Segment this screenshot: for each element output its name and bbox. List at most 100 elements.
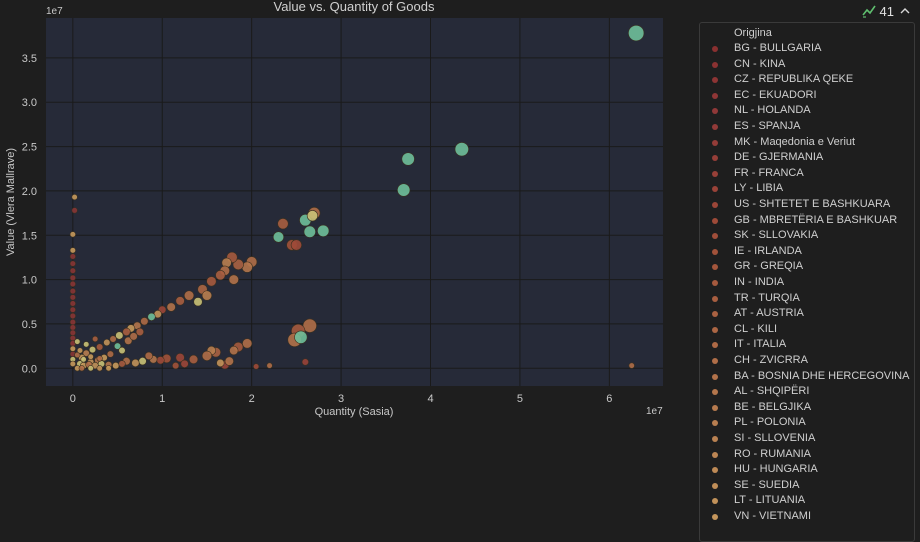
legend-label: DE - GJERMANIA <box>734 151 824 164</box>
y-tick-label: 0.0 <box>22 363 37 375</box>
y-tick-label: 1.5 <box>22 230 37 242</box>
x-axis-label: Quantity (Sasia) <box>315 406 394 418</box>
data-point <box>124 336 133 345</box>
legend-label: IT - ITALIA <box>734 338 787 351</box>
data-point <box>628 362 635 369</box>
x-tick-label: 6 <box>606 393 612 405</box>
data-point <box>138 357 147 366</box>
legend-label: AL - SHQIPËRI <box>734 385 810 398</box>
data-point <box>232 258 244 271</box>
data-point <box>129 332 138 341</box>
data-point <box>201 350 213 361</box>
data-point <box>113 342 122 350</box>
data-point <box>303 225 316 238</box>
data-point <box>69 294 76 301</box>
data-point <box>69 329 76 336</box>
tick-labels: 0 1 2 3 4 5 6 0.0 0.5 1.0 1.5 2.0 2.5 3.0 3.5 <box>22 53 613 405</box>
y-tick-label: 3.0 <box>22 97 37 109</box>
legend-marker <box>712 420 718 427</box>
legend-marker <box>712 248 718 255</box>
y-exponent-label: 1e7 <box>46 6 63 17</box>
data-point <box>69 247 76 254</box>
data-point <box>115 331 124 340</box>
data-point <box>87 365 94 372</box>
data-point <box>229 345 239 356</box>
data-point <box>69 324 76 331</box>
legend-marker <box>712 467 718 474</box>
data-point <box>206 276 217 287</box>
legend-marker <box>712 482 718 489</box>
data-point <box>96 343 104 351</box>
data-point <box>74 338 81 345</box>
data-point <box>135 327 144 337</box>
legend-label: HU - HUNGARIA <box>734 463 818 476</box>
data-point <box>82 349 90 357</box>
data-point <box>166 302 176 312</box>
legend-marker <box>712 311 718 318</box>
legend-label: LT - LITUANIA <box>734 494 806 507</box>
legend-label: BA - BOSNIA DHE HERCEGOVINA <box>734 369 910 382</box>
notification-badge[interactable]: 41 <box>861 3 912 19</box>
data-point <box>180 359 189 368</box>
legend-label: RO - RUMANIA <box>734 447 811 460</box>
scatter-chart: 0 1 2 3 4 5 6 0.0 0.5 1.0 1.5 2.0 2.5 3.0 3.5 Value vs… <box>5 0 663 418</box>
data-point <box>302 318 317 333</box>
data-point <box>301 358 309 366</box>
data-point <box>215 270 226 281</box>
legend-marker <box>712 280 718 286</box>
badge-count: 41 <box>879 3 894 19</box>
data-point <box>628 24 645 42</box>
legend-marker <box>712 233 718 240</box>
x-exponent-label: 1e7 <box>646 406 663 417</box>
data-point <box>69 306 76 313</box>
data-point <box>69 253 76 260</box>
data-point <box>78 365 85 372</box>
legend-marker <box>712 358 718 364</box>
legend-marker <box>712 389 718 396</box>
data-point <box>188 354 199 364</box>
data-point <box>397 183 411 197</box>
data-point <box>87 353 94 360</box>
chevron-up-icon[interactable] <box>898 4 912 18</box>
data-point <box>88 346 97 354</box>
data-point <box>69 345 76 352</box>
legend-marker <box>712 61 718 68</box>
legend-label: CH - ZVICRRA <box>734 354 808 366</box>
data-point <box>69 267 76 274</box>
data-point <box>216 358 225 368</box>
y-tick-label: 2.0 <box>22 186 37 198</box>
legend-label: GB - MBRETËRIA E BASHKUAR <box>734 213 898 226</box>
data-point <box>175 353 185 363</box>
x-tick-label: 1 <box>159 393 165 405</box>
grid <box>46 18 663 386</box>
data-point <box>80 356 87 363</box>
legend-label: SK - SLLOVAKIA <box>734 229 819 242</box>
x-tick-label: 0 <box>70 393 76 405</box>
y-axis-label: Value (Vlera Mallrave) <box>5 148 17 256</box>
legend-marker <box>712 436 718 442</box>
legend: Origjina BG - BULLGARIA CN - KINA CZ - REP… <box>699 22 915 542</box>
legend-label: US - SHTETET E BASHKUARA <box>734 198 891 210</box>
data-point <box>266 362 273 369</box>
data-point <box>294 330 308 344</box>
legend-label: GR - GREQIA <box>734 260 804 273</box>
y-tick-label: 2.5 <box>22 142 37 154</box>
data-point <box>454 142 469 157</box>
data-point <box>140 317 149 326</box>
data-point <box>69 300 76 307</box>
legend-marker <box>712 170 718 177</box>
data-point <box>71 194 78 201</box>
data-point <box>253 363 260 370</box>
legend-marker <box>712 342 718 349</box>
legend-marker <box>712 92 718 99</box>
data-point <box>401 152 415 166</box>
data-point <box>175 296 185 306</box>
legend-marker <box>712 139 718 146</box>
legend-marker <box>712 77 718 84</box>
data-point <box>277 218 289 230</box>
legend-marker <box>712 498 718 505</box>
data-point <box>96 365 103 372</box>
data-point <box>69 231 76 238</box>
data-point <box>144 351 153 360</box>
data-point <box>74 351 81 359</box>
